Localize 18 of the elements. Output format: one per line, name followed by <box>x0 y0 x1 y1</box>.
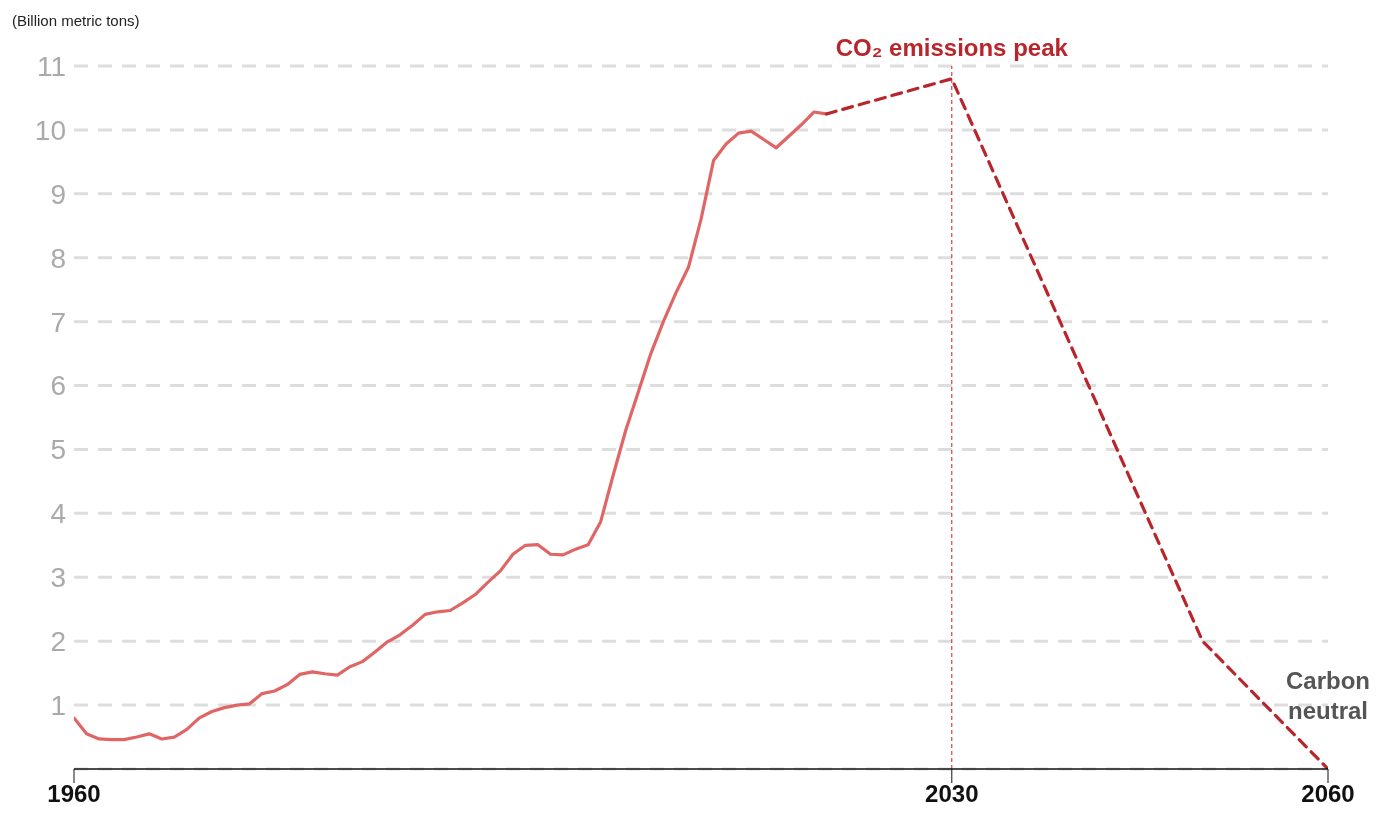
x-tick-label: 2030 <box>925 780 979 808</box>
y-tick-label: 11 <box>36 50 66 82</box>
y-tick-label: 5 <box>50 434 66 466</box>
y-tick-label: 3 <box>50 562 66 594</box>
y-tick-label: 4 <box>50 498 66 530</box>
y-tick-label: 8 <box>50 242 66 274</box>
y-tick-label: 1 <box>50 690 66 722</box>
y-tick-label: 7 <box>50 306 66 338</box>
y-tick-label: 2 <box>50 626 66 658</box>
y-tick-label: 9 <box>50 178 66 210</box>
y-tick-label: 6 <box>50 370 66 402</box>
annotation: Carbon neutral <box>1286 667 1370 724</box>
x-tick-label: 1960 <box>47 780 101 808</box>
x-tick-label: 2060 <box>1301 780 1355 808</box>
y-tick-label: 10 <box>34 114 66 146</box>
y-axis-title: (Billion metric tons) <box>12 12 140 29</box>
ref-line-label: CO₂ emissions peak <box>835 34 1069 61</box>
line-series <box>74 110 828 742</box>
